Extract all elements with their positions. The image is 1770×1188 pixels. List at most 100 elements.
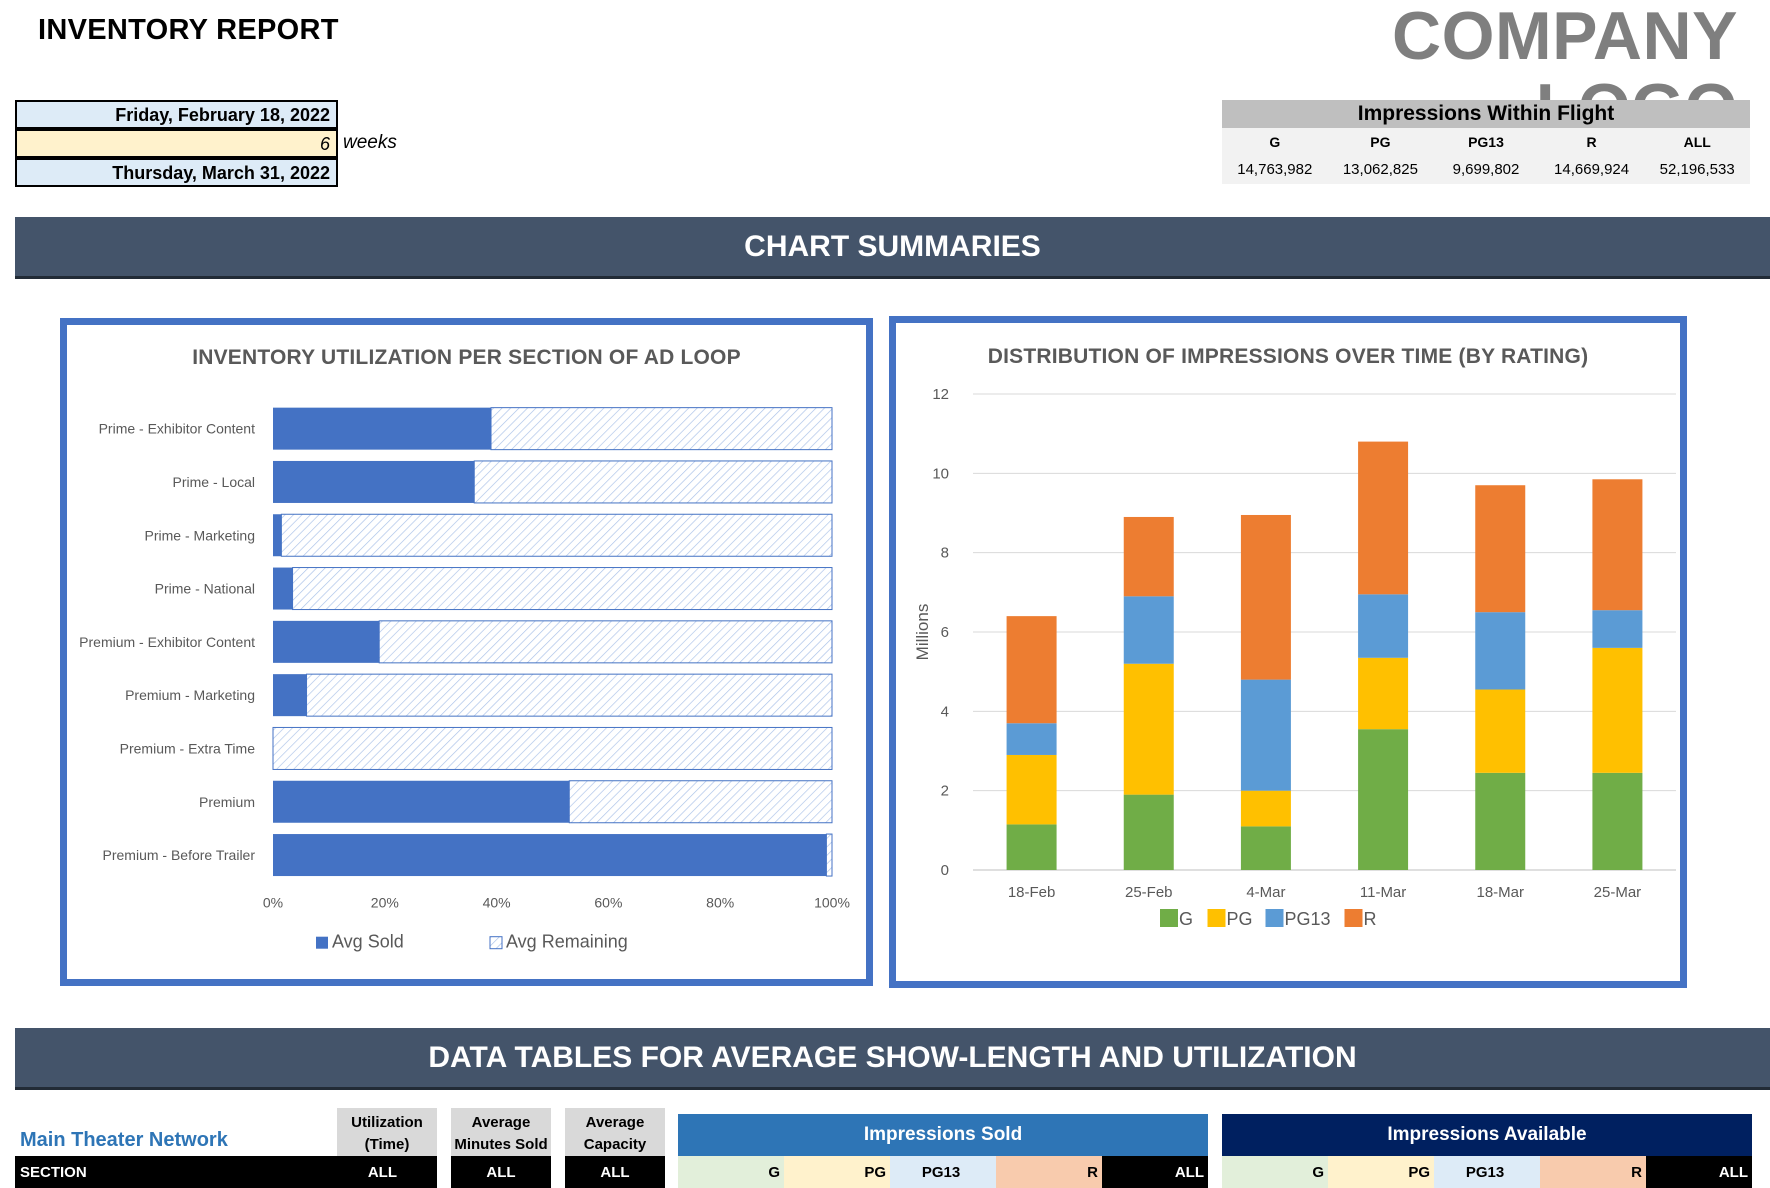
x-tick-label: 11-Mar (1360, 884, 1406, 901)
legend-swatch-r (1345, 909, 1363, 927)
iwf-col-pg: PG (1328, 128, 1434, 156)
bar-g-18-feb (1007, 824, 1057, 870)
bar-avg-sold-prime-exhibitor-content (273, 408, 491, 450)
avail-all: ALL (1646, 1156, 1752, 1188)
bar-pg-4-mar (1241, 791, 1291, 827)
bar-pg13-25-mar (1592, 610, 1642, 648)
bar-pg13-18-feb (1007, 723, 1057, 755)
bar-avg-sold-premium-before-trailer (273, 834, 826, 876)
impressions-sold-ratings: G PG PG13 R ALL (678, 1156, 1208, 1188)
bar-avg-sold-prime-national (273, 568, 293, 610)
weeks-label: weeks (343, 132, 397, 154)
legend-swatch-avg-remaining (490, 937, 502, 949)
x-tick-label: 60% (594, 895, 622, 911)
y-tick-label: 6 (941, 624, 949, 641)
bar-avg-sold-premium-marketing (273, 674, 307, 716)
iwf-value-r: 14,669,924 (1539, 156, 1645, 184)
avg-capacity-header: Average Capacity (565, 1108, 665, 1160)
legend-label-pg: PG (1227, 909, 1253, 929)
bar-avg-remaining-prime-marketing (281, 514, 832, 556)
legend-label-avg-remaining: Avg Remaining (506, 932, 628, 952)
legend-swatch-pg (1208, 909, 1226, 927)
bar-avg-remaining-prime-national (293, 568, 832, 610)
utilization-time-header: Utilization (Time) (337, 1108, 437, 1160)
y-tick-label: 2 (941, 783, 949, 800)
utilization-chart: Prime - Exhibitor ContentPrime - LocalPr… (67, 325, 866, 979)
impressions-sold-header: Impressions Sold (678, 1114, 1208, 1156)
utilization-all-label: ALL (368, 1156, 397, 1188)
sold-pg: PG (784, 1156, 890, 1188)
iwf-value-pg: 13,062,825 (1328, 156, 1434, 184)
avail-r: R (1540, 1156, 1646, 1188)
bar-pg-11-mar (1358, 658, 1408, 729)
x-tick-label: 25-Feb (1125, 884, 1173, 901)
impressions-within-flight-grid: G PG PG13 R ALL 14,763,982 13,062,825 9,… (1222, 128, 1750, 184)
bar-pg13-25-feb (1124, 596, 1174, 663)
bar-g-11-mar (1358, 729, 1408, 870)
bar-r-25-mar (1592, 479, 1642, 610)
bar-avg-remaining-premium-before-trailer (826, 834, 832, 876)
bar-g-18-mar (1475, 773, 1525, 870)
y-tick-label: Prime - Marketing (145, 527, 255, 543)
impressions-available-header: Impressions Available (1222, 1114, 1752, 1156)
y-tick-label: Prime - National (155, 581, 255, 597)
y-tick-label: 8 (941, 545, 949, 562)
y-tick-label: 12 (932, 386, 949, 403)
bar-avg-remaining-premium-exhibitor-content (379, 621, 832, 663)
bar-pg13-11-mar (1358, 594, 1408, 657)
legend-label-avg-sold: Avg Sold (332, 932, 404, 952)
bar-avg-remaining-premium-marketing (307, 674, 832, 716)
x-tick-label: 20% (371, 895, 399, 911)
avail-g: G (1222, 1156, 1328, 1188)
y-axis-label: Millions (913, 604, 932, 661)
legend-swatch-avg-sold (316, 937, 328, 949)
y-tick-label: Premium - Before Trailer (103, 847, 256, 863)
flight-start-date[interactable]: Friday, February 18, 2022 (15, 100, 338, 129)
iwf-col-r: R (1539, 128, 1645, 156)
bar-r-4-mar (1241, 515, 1291, 680)
bar-avg-remaining-prime-local (474, 461, 832, 503)
y-tick-label: Premium - Extra Time (120, 740, 256, 756)
flight-end-date[interactable]: Thursday, March 31, 2022 (15, 158, 338, 187)
sold-r: R (996, 1156, 1102, 1188)
sold-g: G (678, 1156, 784, 1188)
sold-all: ALL (1102, 1156, 1208, 1188)
x-tick-label: 80% (706, 895, 734, 911)
y-tick-label: Premium - Marketing (125, 687, 255, 703)
x-tick-label: 18-Mar (1476, 884, 1524, 901)
y-tick-label: 10 (932, 465, 949, 482)
y-tick-label: 0 (941, 862, 949, 879)
data-tables-banner: DATA TABLES FOR AVERAGE SHOW-LENGTH AND … (15, 1028, 1770, 1090)
impressions-chart-panel[interactable]: DISTRIBUTION OF IMPRESSIONS OVER TIME (B… (889, 316, 1687, 988)
section-label: SECTION (20, 1156, 87, 1188)
bar-pg-18-mar (1475, 690, 1525, 773)
impressions-within-flight-title: Impressions Within Flight (1222, 100, 1750, 128)
iwf-col-g: G (1222, 128, 1328, 156)
impressions-available-ratings: G PG PG13 R ALL (1222, 1156, 1752, 1188)
y-tick-label: 4 (941, 703, 949, 720)
bar-pg-25-feb (1124, 664, 1174, 795)
utilization-chart-panel[interactable]: INVENTORY UTILIZATION PER SECTION OF AD … (60, 318, 873, 986)
avail-pg: PG (1328, 1156, 1434, 1188)
impressions-within-flight-table: Impressions Within Flight G PG PG13 R AL… (1222, 100, 1750, 184)
x-tick-label: 4-Mar (1246, 884, 1285, 901)
bar-g-25-feb (1124, 795, 1174, 870)
iwf-value-all: 52,196,533 (1644, 156, 1750, 184)
bar-avg-sold-prime-local (273, 461, 474, 503)
bar-pg13-4-mar (1241, 680, 1291, 791)
x-tick-label: 18-Feb (1008, 884, 1056, 901)
y-tick-label: Premium - Exhibitor Content (79, 634, 255, 650)
bar-pg-25-mar (1592, 648, 1642, 773)
report-title: INVENTORY REPORT (38, 14, 339, 47)
bar-r-25-feb (1124, 517, 1174, 596)
avg-minutes-all: ALL (451, 1156, 551, 1188)
y-tick-label: Prime - Local (173, 474, 255, 490)
avg-capacity-all: ALL (565, 1156, 665, 1188)
legend-label-g: G (1179, 909, 1193, 929)
sold-pg13: PG13 (890, 1156, 996, 1188)
iwf-value-pg13: 9,699,802 (1433, 156, 1539, 184)
bar-g-25-mar (1592, 773, 1642, 870)
flight-weeks-input[interactable]: 6 (15, 129, 338, 158)
bar-avg-sold-premium (273, 781, 569, 823)
bar-g-4-mar (1241, 826, 1291, 870)
